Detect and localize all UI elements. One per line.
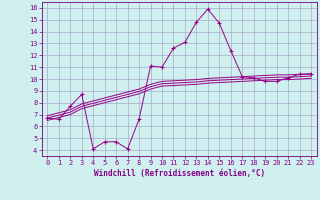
X-axis label: Windchill (Refroidissement éolien,°C): Windchill (Refroidissement éolien,°C) xyxy=(94,169,265,178)
